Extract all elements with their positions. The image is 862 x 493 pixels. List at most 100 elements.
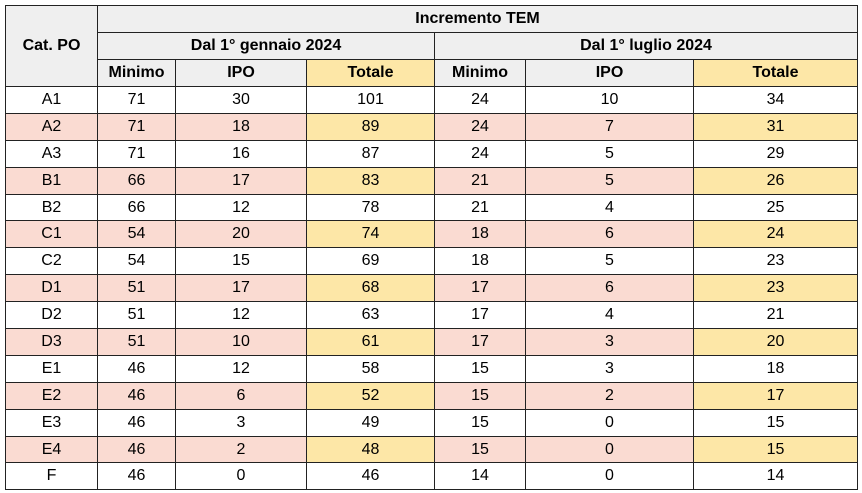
cell-ipo-jul: 0	[525, 408, 694, 437]
cell-minimo-jul: 24	[434, 112, 526, 141]
cell-minimo-jul: 15	[434, 354, 526, 383]
cell-totale-jan: 63	[306, 301, 435, 330]
incremento-tem-header: Incremento TEM	[96, 5, 859, 33]
cell-ipo-jan: 0	[175, 462, 307, 491]
cell-minimo-jan: 71	[97, 112, 176, 141]
cell-minimo-jan: 71	[97, 86, 176, 114]
cell-minimo-jul: 15	[434, 381, 526, 410]
cell-totale-jul: 15	[692, 408, 859, 437]
cell-minimo-jul: 17	[434, 274, 526, 303]
cell-minimo-jan: 46	[97, 435, 176, 464]
table-header: Cat. PO Incremento TEM Dal 1° gennaio 20…	[5, 5, 859, 87]
col-ipo-jul: IPO	[525, 59, 694, 87]
table-row: A3 71 16 87 24 5 29	[5, 139, 859, 168]
cell-cat-po: D3	[5, 328, 98, 356]
table-row: D2 51 12 63 17 4 21	[5, 301, 859, 330]
cell-minimo-jan: 51	[97, 301, 176, 330]
cell-totale-jan: 101	[306, 86, 435, 114]
cell-cat-po: B2	[5, 193, 98, 222]
cell-cat-po: E4	[5, 435, 98, 464]
cell-ipo-jul: 2	[525, 381, 694, 410]
cell-totale-jul: 24	[692, 220, 859, 249]
cell-totale-jan: 58	[306, 354, 435, 383]
cell-ipo-jan: 10	[175, 328, 307, 356]
cell-cat-po: B1	[5, 166, 98, 195]
col-totale-jul: Totale	[692, 59, 859, 87]
cell-cat-po: E2	[5, 381, 98, 410]
cell-totale-jan: 83	[306, 166, 435, 195]
cell-cat-po: A2	[5, 112, 98, 141]
cell-minimo-jan: 51	[97, 328, 176, 356]
cell-ipo-jan: 6	[175, 381, 307, 410]
cell-minimo-jul: 17	[434, 328, 526, 356]
table-row: E2 46 6 52 15 2 17	[5, 381, 859, 410]
cell-totale-jul: 18	[692, 354, 859, 383]
cell-ipo-jul: 0	[525, 462, 694, 491]
cell-totale-jul: 21	[692, 301, 859, 330]
cell-cat-po: C2	[5, 247, 98, 276]
cell-totale-jul: 23	[692, 247, 859, 276]
cell-minimo-jan: 71	[97, 139, 176, 168]
table-row: A2 71 18 89 24 7 31	[5, 112, 859, 141]
cell-minimo-jan: 46	[97, 354, 176, 383]
cell-minimo-jan: 51	[97, 274, 176, 303]
cell-minimo-jan: 66	[97, 166, 176, 195]
cell-minimo-jul: 14	[434, 462, 526, 491]
cell-ipo-jan: 16	[175, 139, 307, 168]
cell-ipo-jul: 5	[525, 247, 694, 276]
period-july-header: Dal 1° luglio 2024	[433, 32, 859, 60]
cell-ipo-jan: 20	[175, 220, 307, 249]
cell-minimo-jan: 46	[97, 462, 176, 491]
cell-totale-jan: 48	[306, 435, 435, 464]
table-row: D1 51 17 68 17 6 23	[5, 274, 859, 303]
cell-cat-po: A3	[5, 139, 98, 168]
cell-totale-jan: 69	[306, 247, 435, 276]
cell-totale-jan: 52	[306, 381, 435, 410]
cell-totale-jul: 20	[692, 328, 859, 356]
cell-totale-jul: 31	[692, 112, 859, 141]
col-minimo-jan: Minimo	[97, 59, 176, 87]
cell-cat-po: F	[5, 462, 98, 491]
cell-minimo-jul: 15	[434, 408, 526, 437]
cell-ipo-jul: 5	[525, 139, 694, 168]
cell-ipo-jul: 3	[525, 354, 694, 383]
cell-minimo-jul: 15	[434, 435, 526, 464]
cell-totale-jan: 68	[306, 274, 435, 303]
cell-ipo-jul: 6	[525, 274, 694, 303]
cell-ipo-jan: 15	[175, 247, 307, 276]
cell-totale-jan: 49	[306, 408, 435, 437]
table-row: E1 46 12 58 15 3 18	[5, 354, 859, 383]
cell-totale-jan: 74	[306, 220, 435, 249]
cell-totale-jan: 87	[306, 139, 435, 168]
cell-totale-jan: 46	[306, 462, 435, 491]
cell-minimo-jan: 46	[97, 408, 176, 437]
table-row: C2 54 15 69 18 5 23	[5, 247, 859, 276]
period-january-header: Dal 1° gennaio 2024	[97, 32, 435, 60]
cell-totale-jul: 29	[692, 139, 859, 168]
table-row: E4 46 2 48 15 0 15	[5, 435, 859, 464]
cell-minimo-jul: 24	[434, 86, 526, 114]
cell-cat-po: A1	[5, 86, 98, 114]
table-row: D3 51 10 61 17 3 20	[5, 328, 859, 356]
cell-ipo-jul: 10	[525, 86, 694, 114]
table-row: E3 46 3 49 15 0 15	[5, 408, 859, 437]
cell-ipo-jan: 12	[175, 193, 307, 222]
cell-totale-jul: 34	[692, 86, 859, 114]
cell-minimo-jul: 21	[434, 193, 526, 222]
cell-ipo-jan: 3	[175, 408, 307, 437]
cell-cat-po: D2	[5, 301, 98, 330]
cell-ipo-jul: 0	[525, 435, 694, 464]
cell-totale-jul: 17	[692, 381, 859, 410]
cell-ipo-jul: 7	[525, 112, 694, 141]
cell-minimo-jul: 24	[434, 139, 526, 168]
cell-ipo-jan: 12	[175, 354, 307, 383]
table-row: B1 66 17 83 21 5 26	[5, 166, 859, 195]
cell-ipo-jul: 4	[525, 301, 694, 330]
col-totale-jan: Totale	[306, 59, 435, 87]
col-minimo-jul: Minimo	[434, 59, 526, 87]
cell-totale-jul: 26	[692, 166, 859, 195]
table-body: A1 71 30 101 24 10 34 A2 71 18 89 24 7 31 A3 71 16 87 24 5 2…	[5, 86, 859, 491]
cell-totale-jan: 78	[306, 193, 435, 222]
cell-minimo-jul: 18	[434, 247, 526, 276]
cell-totale-jul: 25	[692, 193, 859, 222]
